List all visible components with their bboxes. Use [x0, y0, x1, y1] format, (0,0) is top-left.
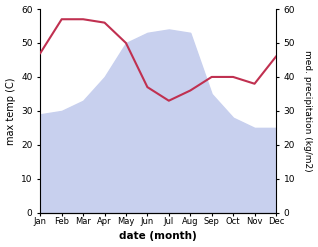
X-axis label: date (month): date (month) [119, 231, 197, 242]
Y-axis label: max temp (C): max temp (C) [5, 77, 16, 145]
Y-axis label: med. precipitation (kg/m2): med. precipitation (kg/m2) [303, 50, 313, 172]
